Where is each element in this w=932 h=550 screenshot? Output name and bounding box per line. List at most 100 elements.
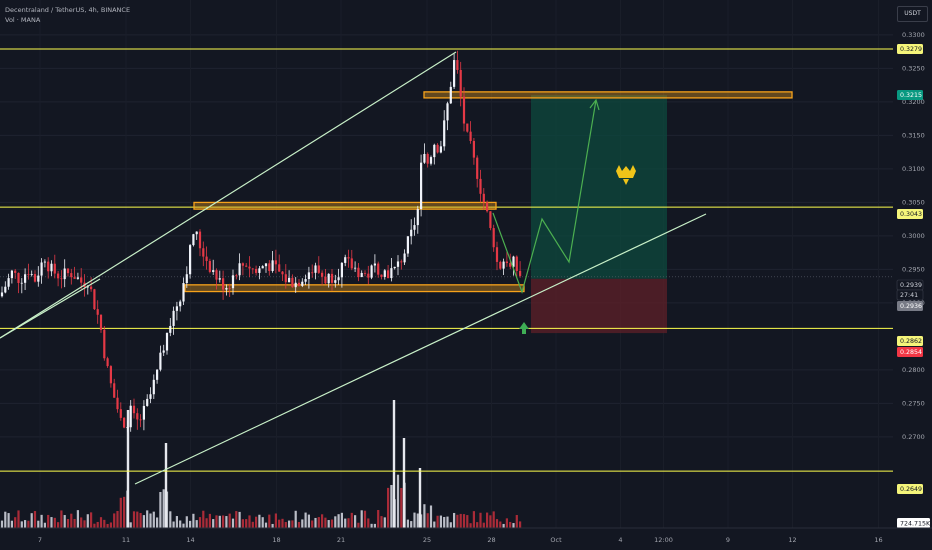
volume-bar bbox=[40, 514, 43, 528]
candle-body bbox=[271, 260, 274, 272]
candle-body bbox=[205, 256, 208, 261]
candle-body bbox=[185, 274, 188, 284]
candle-body bbox=[142, 405, 145, 420]
channel-upper-line[interactable] bbox=[0, 51, 457, 339]
chart-title: Decentraland / TetherUS, 4h, BINANCE bbox=[5, 6, 131, 14]
candle-body bbox=[47, 261, 50, 272]
volume-bar bbox=[416, 513, 419, 528]
crown-logo-icon bbox=[616, 165, 636, 185]
volume-bar bbox=[433, 521, 436, 528]
candle-body bbox=[40, 262, 43, 276]
candle-body bbox=[403, 253, 406, 263]
volume-bar bbox=[238, 511, 241, 528]
volume-bar bbox=[314, 517, 317, 528]
price-tag: 0.3043 bbox=[897, 209, 923, 219]
volume-bar bbox=[132, 511, 136, 528]
currency-button[interactable]: USDT bbox=[897, 6, 928, 22]
candle-body bbox=[235, 275, 238, 277]
candle-body bbox=[509, 263, 512, 267]
candle-body bbox=[255, 268, 258, 273]
time-tick-label: 11 bbox=[122, 536, 130, 544]
candle-body bbox=[512, 256, 515, 267]
volume-bar bbox=[330, 519, 334, 528]
candle-body bbox=[367, 273, 370, 278]
candle-body bbox=[492, 228, 495, 248]
resistance-zone[interactable] bbox=[193, 201, 497, 210]
candle-body bbox=[370, 265, 373, 278]
candle-body bbox=[37, 275, 40, 282]
price-tag-label: 0.2649 bbox=[900, 486, 922, 493]
stop-zone[interactable] bbox=[531, 278, 667, 334]
volume-bar bbox=[271, 523, 274, 528]
volume-bar bbox=[116, 510, 119, 528]
support-zone[interactable] bbox=[184, 284, 525, 293]
time-tick-label: 14 bbox=[186, 536, 194, 544]
volume-bar bbox=[354, 515, 357, 528]
candles bbox=[0, 50, 522, 433]
horizontal-levels[interactable] bbox=[0, 48, 893, 472]
time-tick-label: 4 bbox=[618, 536, 622, 544]
profit-zone[interactable] bbox=[531, 95, 667, 279]
candle-body bbox=[245, 265, 248, 267]
volume-bar bbox=[426, 513, 429, 528]
candle-body bbox=[383, 270, 386, 277]
price-tag: 0.3215 bbox=[897, 90, 923, 100]
price-tag-background bbox=[897, 484, 923, 494]
price-tag-label: 0.2936 bbox=[900, 303, 922, 310]
price-tag: 27:41 bbox=[896, 289, 924, 301]
long-position-tool[interactable] bbox=[531, 95, 667, 334]
volume-bar bbox=[103, 519, 106, 528]
candle-body bbox=[410, 229, 413, 237]
volume-bar bbox=[383, 517, 386, 528]
candle-body bbox=[439, 146, 442, 153]
candle-body bbox=[33, 274, 37, 282]
projection-path[interactable] bbox=[492, 99, 597, 294]
candle-body bbox=[420, 162, 423, 210]
volume-bar bbox=[390, 485, 393, 528]
candle-body bbox=[307, 272, 310, 280]
price-tag-background bbox=[897, 44, 923, 54]
volume-bar bbox=[70, 513, 73, 528]
volume-bar bbox=[486, 512, 489, 528]
price-axis[interactable]: 0.3300 0.3250 0.3200 0.3150 0.3100 0.3050 0.30… bbox=[893, 0, 932, 528]
volume-bar bbox=[208, 513, 211, 528]
price-tag-label: 0.2862 bbox=[900, 338, 922, 345]
candle-body bbox=[63, 268, 66, 280]
candle-body bbox=[225, 287, 228, 290]
volume-bar bbox=[119, 497, 122, 528]
candle-body bbox=[4, 286, 7, 293]
channel-lower-line[interactable] bbox=[134, 213, 707, 485]
volume-bar bbox=[149, 513, 152, 528]
volume-bar bbox=[202, 510, 205, 528]
volume-bar bbox=[60, 510, 63, 528]
zones[interactable] bbox=[184, 91, 793, 293]
volume-bar bbox=[255, 516, 258, 528]
volume-bar bbox=[492, 511, 495, 528]
candle-body bbox=[228, 287, 231, 289]
volume-bar bbox=[479, 512, 482, 528]
candle-body bbox=[476, 157, 479, 179]
volume-bar bbox=[37, 520, 40, 528]
candle-body bbox=[363, 272, 367, 274]
trend-lines[interactable] bbox=[0, 51, 707, 485]
volume-bar bbox=[443, 516, 446, 528]
volume-bar bbox=[357, 522, 360, 528]
candle-body bbox=[156, 369, 159, 380]
candle-body bbox=[132, 405, 136, 414]
candle-body bbox=[212, 270, 215, 272]
candle-body bbox=[288, 277, 291, 283]
volume-bar bbox=[264, 522, 268, 528]
volume-bar bbox=[472, 511, 475, 528]
candle-body bbox=[482, 193, 485, 203]
candle-body bbox=[426, 153, 429, 164]
volume-bar bbox=[392, 400, 396, 528]
volume-bar bbox=[288, 520, 291, 528]
candle-body bbox=[462, 96, 466, 124]
volume-bar bbox=[324, 517, 327, 528]
target-zone[interactable] bbox=[423, 91, 793, 99]
volume-bar bbox=[235, 511, 238, 528]
channel-upper-line[interactable] bbox=[0, 278, 101, 339]
price-tick-label: 0.3000 bbox=[902, 232, 925, 240]
